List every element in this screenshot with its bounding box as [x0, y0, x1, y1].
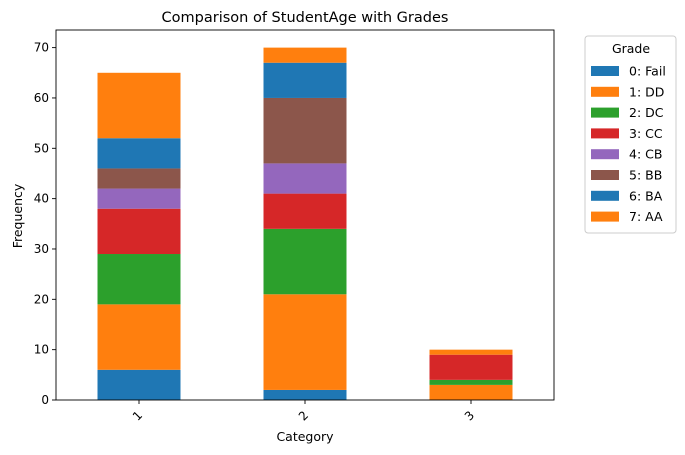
bar-segment	[263, 193, 347, 229]
legend-label: 5: BB	[629, 168, 662, 183]
bar-segment	[97, 168, 181, 189]
y-tick-label: 40	[34, 192, 49, 206]
legend-swatch	[591, 170, 619, 180]
y-tick-label: 20	[34, 292, 49, 306]
y-tick-label: 60	[34, 91, 49, 105]
bar-segment	[263, 163, 347, 194]
chart-title: Comparison of StudentAge with Grades	[162, 10, 449, 26]
legend-swatch	[591, 66, 619, 76]
y-tick-label: 50	[34, 141, 49, 155]
legend-label: 7: AA	[629, 209, 663, 224]
legend-swatch	[591, 86, 619, 97]
legend-swatch	[591, 190, 619, 201]
bar-segment	[97, 254, 181, 305]
legend-title: Grade	[612, 41, 650, 56]
y-tick-label: 0	[41, 393, 49, 407]
x-tick-label: 1	[130, 408, 145, 423]
bar-segment	[97, 72, 181, 139]
x-tick-label: 2	[296, 408, 311, 423]
bar-segment	[263, 97, 347, 164]
bars	[97, 47, 513, 400]
legend-label: 1: DD	[629, 84, 664, 99]
legend-swatch	[591, 128, 619, 139]
bar-segment	[429, 384, 513, 400]
bar-segment	[97, 208, 181, 255]
legend-label: 0: Fail	[629, 64, 666, 79]
bar-segment	[429, 354, 513, 380]
bar-segment	[263, 228, 347, 295]
bar-segment	[429, 379, 513, 385]
bar-segment	[263, 47, 347, 63]
bar-segment	[263, 294, 347, 390]
legend-swatch	[591, 149, 619, 160]
y-axis-label: Frequency	[10, 183, 25, 248]
bar-segment	[263, 62, 347, 98]
x-tick-label: 3	[462, 408, 477, 423]
legend: Grade 0: Fail 1: DD 2: DC 3: CC 4: CB 5: BB 6:…	[584, 35, 677, 234]
bar-segment	[97, 138, 181, 169]
legend-swatch	[591, 107, 619, 118]
y-tick-label: 30	[34, 242, 49, 256]
legend-label: 3: CC	[629, 126, 663, 141]
legend-label: 6: BA	[629, 188, 663, 203]
bar-segment	[97, 304, 181, 370]
legend-label: 2: DC	[629, 105, 664, 120]
y-tick-label: 70	[34, 41, 49, 55]
bar-segment	[97, 188, 181, 209]
y-tick-label: 10	[34, 343, 49, 357]
legend-label: 4: CB	[629, 147, 662, 162]
bar-segment	[429, 349, 513, 355]
legend-swatch	[591, 211, 619, 222]
bar-segment	[263, 389, 347, 400]
x-axis-label: Category	[276, 429, 334, 444]
legend-frame	[584, 35, 677, 234]
bar-segment	[97, 369, 181, 400]
